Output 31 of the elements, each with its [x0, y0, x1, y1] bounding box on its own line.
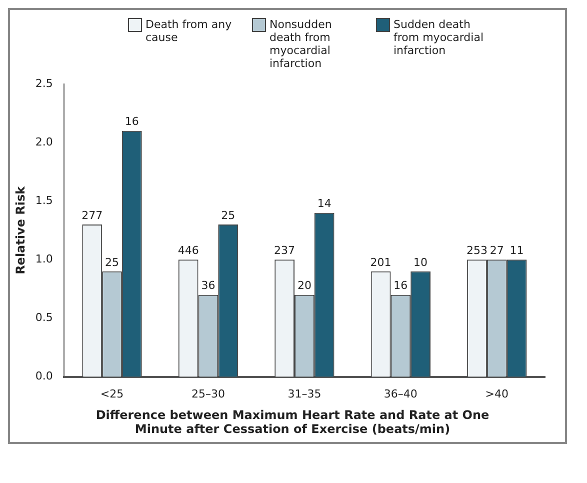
annotation: 446: [178, 244, 199, 258]
annotation: 11: [510, 244, 524, 258]
x-axis-title: Difference between Maximum Heart Rate and Rate at One Minute after Cessation of Exercise (beats/min): [94, 407, 490, 436]
annotation: 25: [221, 208, 236, 222]
x-tick-label: 25–30: [191, 387, 225, 400]
y-tick-label: 0.0: [35, 370, 53, 383]
y-tick-label: 2.0: [35, 135, 53, 148]
annotation: 36: [201, 279, 216, 292]
x-tick-label: 31–35: [288, 387, 322, 400]
legend-label: Sudden death from myocardial infarction: [394, 18, 485, 57]
legend-label: Nonsudden death from myocardial infarction: [270, 18, 333, 70]
annotation: 16: [124, 115, 139, 128]
y-tick-label: 0.5: [35, 311, 53, 324]
y-tick-label: 2.5: [35, 76, 53, 90]
annotation: 201: [370, 256, 392, 269]
annotation: 16: [394, 279, 408, 292]
x-tick-label: >40: [485, 387, 508, 400]
y-axis-title: Relative Risk: [13, 185, 28, 274]
y-tick-label: 1.0: [35, 252, 53, 266]
annotation: 27: [490, 244, 504, 258]
annotation: 253: [466, 244, 488, 258]
x-tick-label: 36–40: [384, 387, 418, 400]
y-tick-label: 1.5: [35, 194, 53, 207]
annotation: 20: [297, 279, 312, 292]
annotation: 25: [105, 256, 120, 269]
x-tick-label: <25: [100, 387, 124, 400]
annotation: 14: [317, 197, 332, 210]
annotation: 277: [82, 208, 103, 222]
annotation: 237: [274, 244, 296, 258]
annotation: 10: [414, 256, 428, 269]
legend-label: Death from any cause: [146, 18, 233, 44]
